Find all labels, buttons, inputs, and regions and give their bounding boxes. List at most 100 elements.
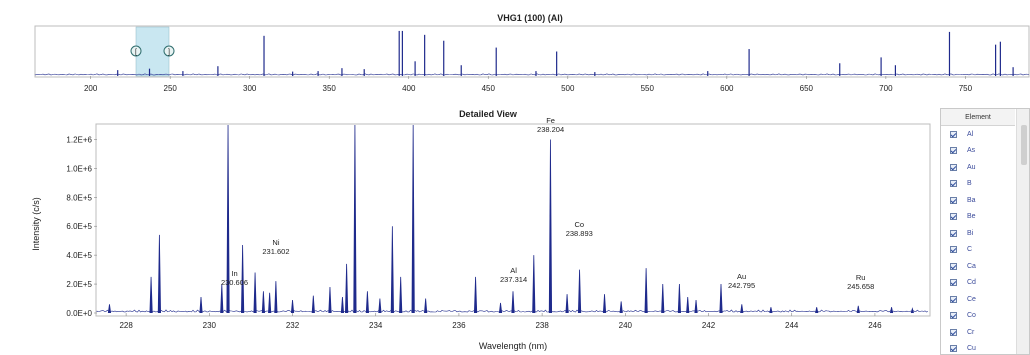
- peak-annotation-wavelength: 245.658: [847, 282, 874, 291]
- y-axis-label: Intensity (c/s): [31, 197, 41, 251]
- y-tick-label: 6.0E+5: [66, 222, 92, 231]
- detail-peak: [390, 226, 394, 314]
- element-checkbox[interactable]: [950, 312, 957, 320]
- y-tick-label: 2.0E+5: [66, 280, 92, 289]
- element-checkbox[interactable]: [950, 279, 957, 287]
- element-checkbox[interactable]: [950, 196, 957, 204]
- detail-peak: [311, 295, 315, 314]
- element-label: Ba: [967, 196, 976, 204]
- element-row[interactable]: Cd: [941, 275, 1015, 292]
- selection-range[interactable]: [135, 26, 170, 77]
- element-checkbox[interactable]: [950, 147, 957, 155]
- overview-x-tick-label: 350: [323, 84, 337, 93]
- peak-annotation-element: Fe: [546, 116, 555, 125]
- element-row[interactable]: Ce: [941, 291, 1015, 308]
- element-checkbox[interactable]: [950, 130, 957, 138]
- detail-peak: [769, 307, 773, 314]
- element-row[interactable]: Be: [941, 209, 1015, 226]
- element-checkbox[interactable]: [950, 180, 957, 188]
- peak-annotation-element: Ru: [856, 273, 866, 282]
- detail-peak: [677, 284, 681, 314]
- detail-peak: [740, 304, 744, 314]
- element-label: Al: [967, 130, 974, 138]
- y-tick-label: 1.0E+6: [66, 164, 92, 173]
- peak-annotation-element: Ni: [272, 238, 279, 247]
- overview-baseline: [34, 73, 1030, 76]
- x-tick-label: 230: [203, 321, 217, 330]
- element-checkbox[interactable]: [950, 163, 957, 171]
- detail-peak: [199, 297, 203, 314]
- peak-annotation-element: Co: [574, 220, 584, 229]
- left-handle-label: [: [135, 49, 137, 56]
- element-checkbox[interactable]: [950, 328, 957, 336]
- detail-peak: [548, 139, 553, 314]
- element-checkbox[interactable]: [950, 213, 957, 221]
- peak-annotation-wavelength: 238.893: [566, 229, 593, 238]
- detail-peak: [910, 307, 914, 314]
- detail-peak: [157, 234, 161, 314]
- detail-peak: [856, 305, 860, 314]
- detail-chart[interactable]: Detailed View 0.0E+0 2.0E+5 4.0E+5 6.0E+5 8.…: [0, 0, 935, 355]
- detail-peak: [226, 124, 230, 314]
- overview-x-tick-label: 400: [402, 84, 416, 93]
- element-row[interactable]: As: [941, 143, 1015, 160]
- detail-peak: [619, 301, 623, 314]
- detail-peak: [889, 307, 894, 314]
- element-checkbox[interactable]: [950, 262, 957, 270]
- x-tick-label: 232: [286, 321, 300, 330]
- right-handle-icon[interactable]: [163, 45, 175, 57]
- left-handle-icon[interactable]: [130, 45, 142, 57]
- element-row[interactable]: B: [941, 176, 1015, 193]
- detail-peak: [532, 255, 536, 314]
- x-axis-label: Wavelength (nm): [479, 341, 547, 351]
- element-label: Cu: [967, 345, 976, 353]
- element-label: Co: [967, 312, 976, 320]
- x-tick-label: 244: [785, 321, 799, 330]
- detail-peak: [424, 298, 428, 314]
- overview-chart[interactable]: VHG1 (100) (Al) 200 250 300 350 400 450 500 550…: [0, 0, 1030, 106]
- detail-peak: [340, 297, 345, 314]
- peak-annotation-element: Au: [737, 272, 746, 281]
- detail-peak: [686, 297, 690, 314]
- element-panel: Element Al As Au B Ba Be Bi C Ca Cd Ce Co Cr Cu: [940, 108, 1030, 355]
- element-row[interactable]: C: [941, 242, 1015, 259]
- overview-x-tick-label: 600: [720, 84, 734, 93]
- element-checkbox[interactable]: [950, 295, 957, 303]
- element-row[interactable]: Cr: [941, 324, 1015, 341]
- overview-x-tick-label: 300: [243, 84, 257, 93]
- detail-peak: [345, 263, 349, 314]
- detail-peak: [602, 294, 607, 314]
- element-row[interactable]: Ba: [941, 192, 1015, 209]
- element-row[interactable]: Al: [941, 126, 1015, 143]
- element-panel-scrollbar[interactable]: [1016, 109, 1029, 354]
- peak-annotation-wavelength: 230.606: [221, 278, 248, 287]
- element-label: As: [967, 147, 976, 155]
- element-row[interactable]: Ca: [941, 258, 1015, 275]
- element-row[interactable]: Co: [941, 308, 1015, 325]
- element-label: Ca: [967, 262, 976, 270]
- element-row[interactable]: Cu: [941, 341, 1015, 355]
- element-row[interactable]: Bi: [941, 225, 1015, 242]
- x-tick-label: 242: [702, 321, 716, 330]
- element-checkbox[interactable]: [950, 229, 957, 237]
- detail-peak: [565, 294, 569, 314]
- peak-annotation-element: Al: [510, 266, 517, 275]
- element-checkbox[interactable]: [950, 345, 957, 353]
- detail-peak: [719, 284, 723, 314]
- element-label: Ce: [967, 295, 976, 303]
- overview-x-tick-label: 700: [879, 84, 893, 93]
- overview-x-tick-label: 500: [561, 84, 575, 93]
- right-handle-label: ]: [168, 49, 170, 56]
- detail-plot-area: [95, 123, 931, 317]
- element-label: B: [967, 180, 972, 188]
- element-row[interactable]: Au: [941, 159, 1015, 176]
- x-tick-label: 234: [369, 321, 383, 330]
- detail-peak: [411, 124, 415, 314]
- element-checkbox[interactable]: [950, 246, 957, 254]
- detail-peak: [253, 272, 257, 314]
- detail-peak: [274, 281, 278, 314]
- y-tick-label: 4.0E+5: [66, 251, 92, 260]
- scrollbar-thumb[interactable]: [1021, 125, 1027, 165]
- detail-peak: [353, 124, 357, 314]
- detail-peak: [577, 269, 582, 314]
